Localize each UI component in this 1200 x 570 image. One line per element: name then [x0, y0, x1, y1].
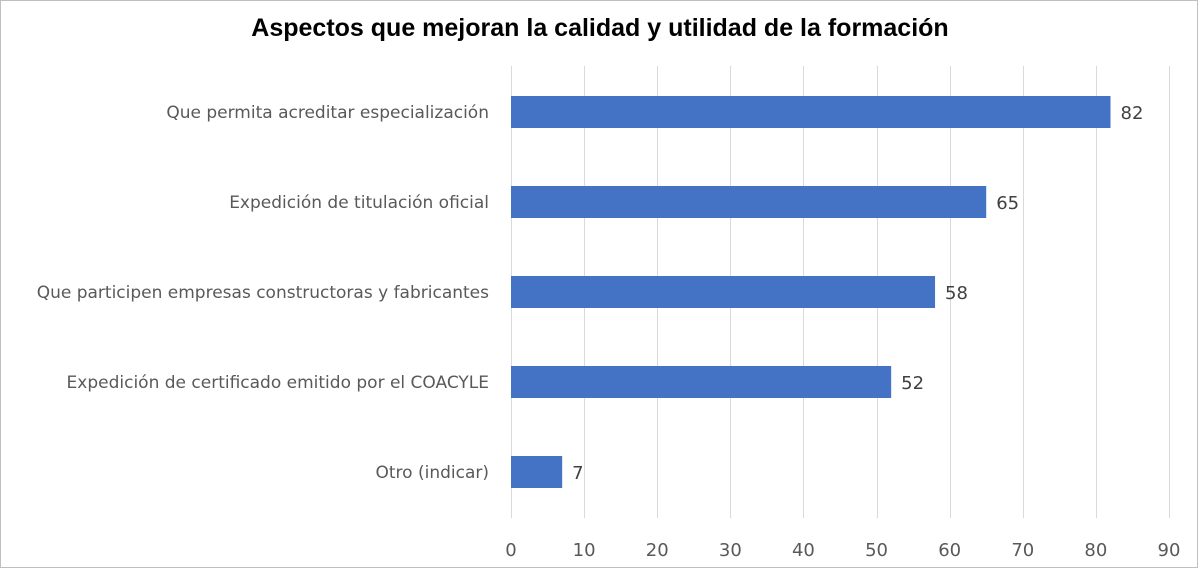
x-tick-label: 50 [865, 540, 888, 561]
x-tick-label: 70 [1011, 540, 1034, 561]
data-label: 82 [1121, 103, 1144, 124]
data-label: 52 [901, 373, 924, 394]
data-labels: 82 65 58 52 7 [572, 103, 1143, 484]
x-tick-label: 20 [646, 540, 669, 561]
category-label: Que participen empresas constructoras y … [37, 283, 489, 303]
bars [511, 96, 1111, 488]
x-tick-label: 10 [573, 540, 596, 561]
data-label: 58 [945, 283, 968, 304]
category-label: Otro (indicar) [376, 463, 490, 483]
x-tick-label: 90 [1158, 540, 1181, 561]
x-axis-ticks: 0 10 20 30 40 50 60 70 80 90 [505, 540, 1180, 561]
category-label: Expedición de certificado emitido por el… [67, 373, 489, 393]
bar [511, 96, 1111, 128]
category-label: Expedición de titulación oficial [229, 193, 489, 213]
bar [511, 186, 987, 218]
category-labels: Que permita acreditar especialización Exp… [37, 103, 489, 483]
x-tick-label: 60 [938, 540, 961, 561]
category-label: Que permita acreditar especialización [166, 103, 489, 123]
x-tick-label: 0 [505, 540, 516, 561]
bar [511, 456, 563, 488]
bar [511, 366, 892, 398]
bar [511, 276, 936, 308]
x-tick-label: 40 [792, 540, 815, 561]
x-tick-label: 30 [719, 540, 742, 561]
x-tick-label: 80 [1084, 540, 1107, 561]
chart-title: Aspectos que mejoran la calidad y utilid… [251, 14, 949, 42]
data-label: 7 [572, 463, 583, 484]
data-label: 65 [996, 193, 1019, 214]
